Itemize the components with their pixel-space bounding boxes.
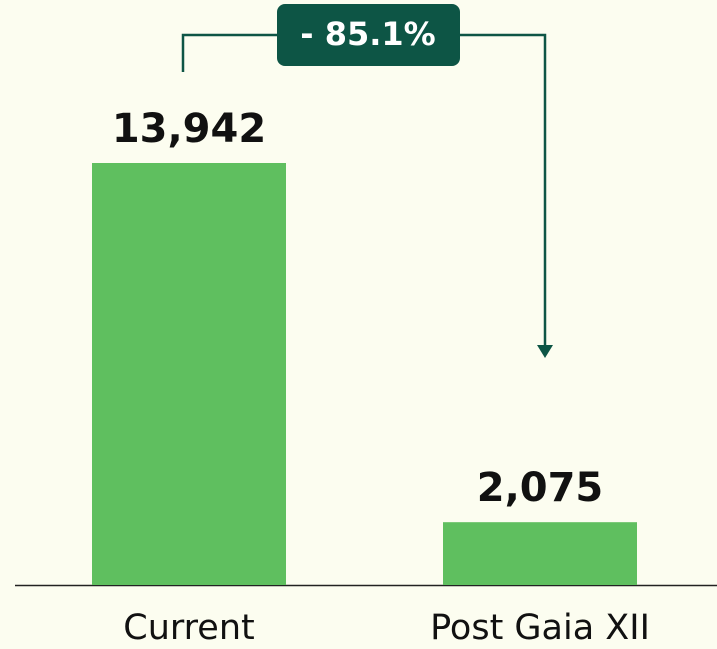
annotation-box (277, 4, 460, 66)
value-label: 2,075 (477, 465, 604, 511)
annotation: - 85.1% (300, 15, 435, 53)
bar (443, 522, 637, 585)
value-label: 13,942 (112, 106, 266, 152)
arrow-head (537, 345, 553, 358)
x-tick-label: Current (123, 608, 254, 648)
bar (92, 163, 286, 585)
x-tick-label: Post Gaia XII (430, 608, 650, 648)
